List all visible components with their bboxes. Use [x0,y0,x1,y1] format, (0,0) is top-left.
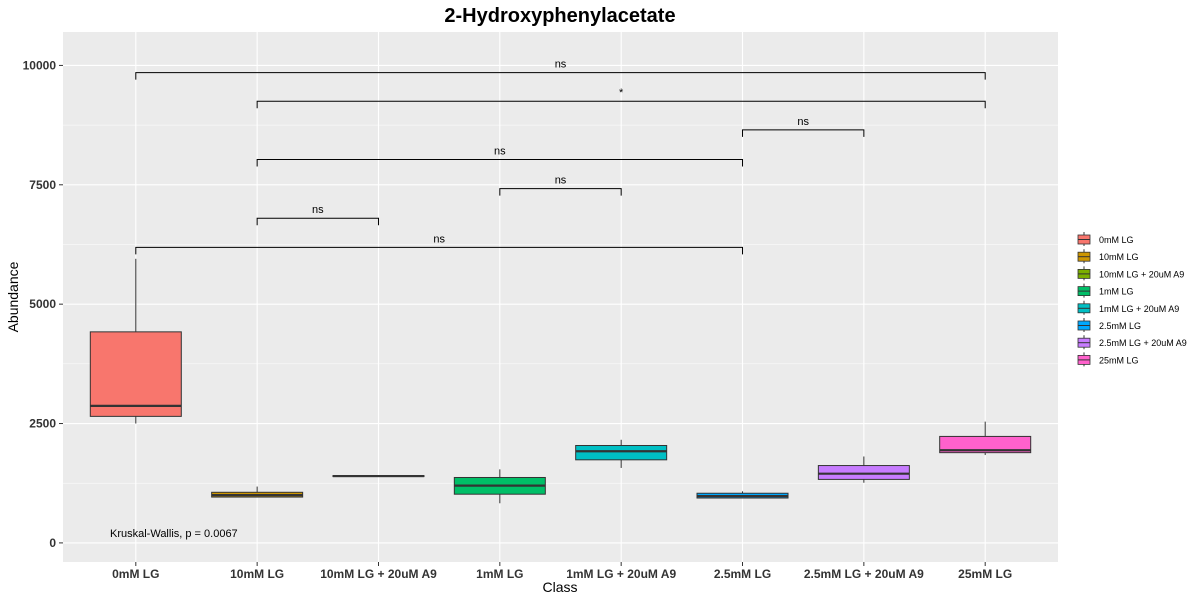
legend-label: 1mM LG + 20uM A9 [1099,304,1179,314]
box [575,444,668,461]
x-tick-label: 10mM LG + 20uM A9 [320,567,437,581]
x-tick-label: 0mM LG [112,567,159,581]
significance-label: * [619,87,624,99]
box [939,435,1032,454]
x-tick-label: 1mM LG + 20uM A9 [566,567,676,581]
box [817,465,910,480]
comparison-brackets: ns * ns ns ns ns ns [135,59,986,255]
x-axis-title: Class [542,579,577,595]
box [89,331,182,417]
legend-label: 2.5mM LG [1099,321,1141,331]
significance-label: ns [555,59,567,71]
y-tick-label: 10000 [23,58,57,72]
comparison-bracket [256,217,379,226]
legend-label: 1mM LG [1099,287,1134,297]
x-tick-label: 1mM LG [476,567,523,581]
chart-title: 2-Hydroxyphenylacetate [444,5,675,27]
x-tick-label: 25mM LG [958,567,1012,581]
comparison-bracket [499,188,622,196]
significance-label: ns [494,145,506,157]
y-tick-label: 7500 [29,178,56,192]
y-axis: 0 2500 5000 7500 10000 [23,58,63,550]
x-tick-label: 2.5mM LG + 20uM A9 [804,567,924,581]
comparison-bracket [742,129,865,137]
comparison-bracket [256,100,986,109]
box-series [89,258,1032,504]
y-tick-label: 5000 [29,297,56,311]
kruskal-wallis-annotation: Kruskal-Wallis, p = 0.0067 [110,528,238,540]
significance-label: ns [433,233,445,245]
legend-label: 0mM LG [1099,235,1134,245]
legend-label: 25mM LG [1099,355,1139,365]
legend: 0mM LG 10mM LG 10mM LG + 20uM A9 1mM LG 1mM … [1077,232,1187,367]
y-axis-title: Abundance [5,261,21,332]
significance-label: ns [312,204,324,216]
y-tick-label: 2500 [29,417,56,431]
x-tick-label: 10mM LG [230,567,284,581]
legend-label: 2.5mM LG + 20uM A9 [1099,338,1187,348]
y-tick-label: 0 [49,536,56,550]
legend-label: 10mM LG + 20uM A9 [1099,269,1184,279]
x-axis: 0mM LG 10mM LG 10mM LG + 20uM A9 1mM LG 1mM … [112,562,1012,581]
comparison-bracket [135,246,744,255]
comparison-bracket [135,72,986,80]
plot-panel [63,32,1058,562]
significance-label: ns [797,116,809,128]
comparison-bracket [256,158,744,167]
x-tick-label: 2.5mM LG [714,567,771,581]
significance-label: ns [555,175,567,187]
legend-label: 10mM LG [1099,252,1139,262]
